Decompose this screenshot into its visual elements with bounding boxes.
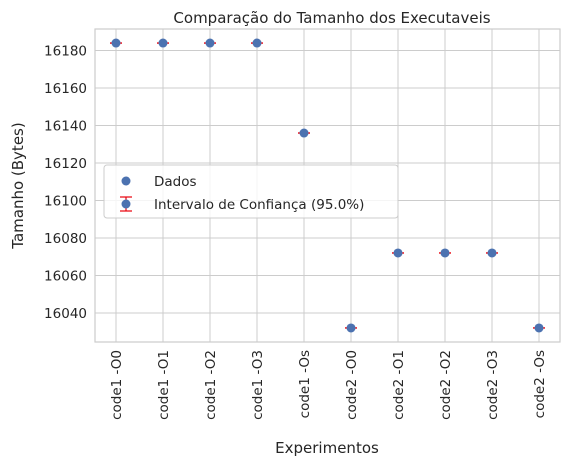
scatter-point	[252, 38, 262, 48]
legend-marker-errorbar	[120, 196, 132, 212]
scatter-point	[158, 38, 168, 48]
plot-area	[94, 28, 561, 343]
scatter-point	[393, 248, 403, 258]
y-axis-title: Tamanho (Bytes)	[9, 122, 27, 249]
scatter-point	[111, 38, 121, 48]
x-ticks: code1 -O0 code1 -O1 code1 -O2 code1 -O3 code…	[109, 350, 548, 420]
y-tick-label: 16080	[44, 231, 87, 247]
x-tick-label: code1 -O2	[203, 350, 219, 420]
scatter-point	[440, 248, 450, 258]
x-tick-label: code1 -O3	[250, 350, 266, 420]
y-tick-label: 16140	[44, 119, 87, 135]
legend-label-interval: Intervalo de Confiança (95.0%)	[154, 197, 364, 213]
x-tick-label: code1 -Os	[297, 350, 313, 418]
x-tick-label: code2 -O0	[344, 350, 360, 420]
x-tick-label: code2 -O3	[485, 350, 501, 420]
scatter-point	[205, 38, 215, 48]
scatter-point	[299, 128, 309, 138]
x-tick-label: code2 -Os	[532, 350, 548, 418]
data-point	[439, 248, 451, 258]
y-ticks: 16040 16060 16080 16100 16120 16140 16160 16180	[44, 44, 87, 322]
data-point	[110, 38, 122, 48]
y-tick-label: 16180	[44, 44, 87, 60]
legend: Dados Intervalo de Confiança (95.0%)	[103, 164, 399, 219]
legend-marker-dados	[121, 176, 131, 186]
data-point	[392, 248, 404, 258]
data-point	[486, 248, 498, 258]
y-tick-label: 16100	[44, 193, 87, 209]
x-axis-title: Experimentos	[275, 439, 379, 457]
legend-box	[103, 164, 399, 219]
scatter-point	[487, 248, 497, 258]
data-point	[251, 38, 263, 48]
data-marks	[110, 38, 545, 333]
legend-label-dados: Dados	[154, 174, 197, 190]
y-tick-label: 16160	[44, 81, 87, 97]
y-tick-label: 16040	[44, 306, 87, 322]
y-tick-label: 16060	[44, 268, 87, 284]
data-point	[157, 38, 169, 48]
x-tick-label: code1 -O0	[109, 350, 125, 420]
x-tick-label: code1 -O1	[156, 350, 172, 420]
x-tick-label: code2 -O2	[438, 350, 454, 420]
scatter-point	[346, 323, 356, 333]
data-point	[533, 323, 545, 333]
x-tick-label: code2 -O1	[391, 350, 407, 420]
data-point	[298, 128, 310, 138]
chart-title: Comparação do Tamanho dos Executaveis	[173, 9, 490, 27]
scatter-point	[534, 323, 544, 333]
data-point	[345, 323, 357, 333]
y-tick-label: 16120	[44, 156, 87, 172]
data-point	[204, 38, 216, 48]
